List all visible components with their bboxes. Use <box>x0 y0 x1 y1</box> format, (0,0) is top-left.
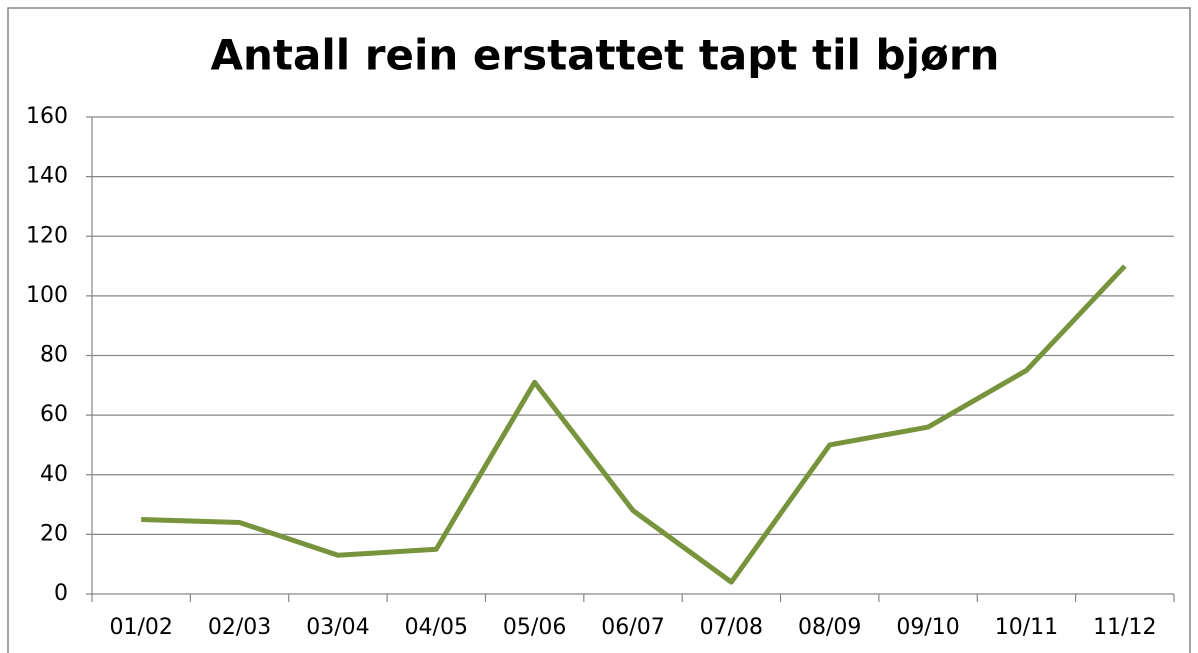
y-tick-label: 80 <box>40 343 68 368</box>
x-tick-label: 11/12 <box>1093 615 1156 640</box>
y-tick-label: 120 <box>26 223 68 248</box>
x-tick-label: 04/05 <box>405 615 468 640</box>
y-tick-label: 40 <box>40 462 68 487</box>
x-tick-label: 08/09 <box>798 615 861 640</box>
x-tick-label: 10/11 <box>995 615 1058 640</box>
x-tick-label: 02/03 <box>208 615 271 640</box>
chart-title: Antall rein erstattet tapt til bjørn <box>211 31 1000 80</box>
x-tick-label: 06/07 <box>601 615 664 640</box>
y-tick-label: 100 <box>26 283 68 308</box>
y-tick-label: 140 <box>26 164 68 189</box>
x-tick-label: 05/06 <box>503 615 566 640</box>
y-tick-label: 20 <box>40 521 68 546</box>
chart-frame <box>7 7 1191 653</box>
y-tick-label: 0 <box>54 581 68 606</box>
x-tick-label: 09/10 <box>896 615 959 640</box>
y-tick-label: 60 <box>40 402 68 427</box>
line <box>141 264 1127 585</box>
y-tick-label: 160 <box>26 104 68 129</box>
x-tick-label: 03/04 <box>306 615 369 640</box>
x-tick-label: 01/02 <box>109 615 172 640</box>
x-tick-label: 07/08 <box>700 615 763 640</box>
